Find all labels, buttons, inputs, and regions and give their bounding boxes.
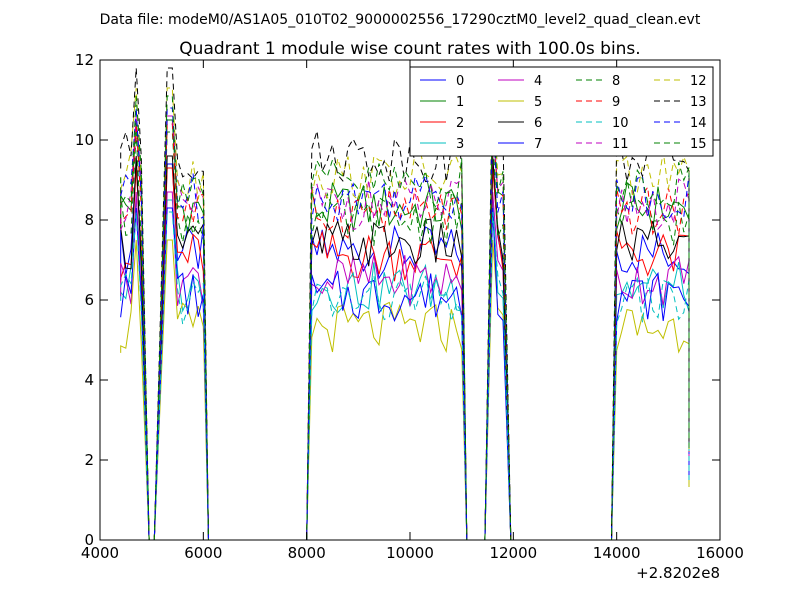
legend-label-1: 1 xyxy=(456,95,464,110)
data-file-caption: Data file: modeM0/AS1A05_010T02_90000025… xyxy=(100,12,701,28)
legend-label-3: 3 xyxy=(456,137,464,152)
series-line-14 xyxy=(120,107,690,541)
legend-label-0: 0 xyxy=(456,74,464,89)
series-line-2 xyxy=(120,167,690,541)
y-tick-label: 10 xyxy=(75,131,94,149)
legend-label-8: 8 xyxy=(612,74,620,89)
legend-label-14: 14 xyxy=(690,116,707,131)
chart-title: Quadrant 1 module wise count rates with … xyxy=(179,39,640,59)
legend-label-13: 13 xyxy=(690,95,707,110)
series-line-6 xyxy=(120,155,690,541)
legend-label-11: 11 xyxy=(612,137,629,152)
y-tick-label: 4 xyxy=(84,371,94,389)
series-line-13 xyxy=(120,67,690,541)
x-tick-label: 16000 xyxy=(696,544,744,562)
series-line-0 xyxy=(120,163,690,541)
series-line-5 xyxy=(120,239,690,541)
legend-label-9: 9 xyxy=(612,95,620,110)
x-tick-label: 12000 xyxy=(489,544,537,562)
y-tick-label: 12 xyxy=(75,51,94,69)
x-tick-label: 8000 xyxy=(288,544,326,562)
legend-label-12: 12 xyxy=(690,74,707,89)
x-tick-label: 6000 xyxy=(184,544,222,562)
legend-label-4: 4 xyxy=(534,74,542,89)
series-line-15 xyxy=(120,95,690,541)
y-tick-label: 2 xyxy=(84,451,94,469)
x-tick-label: 14000 xyxy=(593,544,641,562)
y-tick-label: 0 xyxy=(84,531,94,549)
x-offset-label: +2.8202e8 xyxy=(636,564,720,582)
legend-label-10: 10 xyxy=(612,116,629,131)
legend-label-5: 5 xyxy=(534,95,542,110)
x-tick-label: 4000 xyxy=(81,544,119,562)
legend-box xyxy=(409,66,714,157)
legend-label-7: 7 xyxy=(534,137,542,152)
series-lines xyxy=(120,67,690,541)
series-line-10 xyxy=(120,211,690,541)
y-tick-label: 6 xyxy=(84,291,94,309)
x-tick-label: 10000 xyxy=(386,544,434,562)
series-line-1 xyxy=(120,119,690,541)
series-line-12 xyxy=(120,87,690,541)
x-axis: 4000 6000 8000 10000 12000 14000 16000 xyxy=(81,60,744,562)
series-line-4 xyxy=(120,191,690,541)
y-tick-label: 8 xyxy=(84,211,94,229)
legend-label-15: 15 xyxy=(690,137,707,152)
series-line-7 xyxy=(120,207,690,541)
legend-label-6: 6 xyxy=(534,116,542,131)
legend-label-2: 2 xyxy=(456,116,464,131)
series-line-9 xyxy=(120,123,690,541)
